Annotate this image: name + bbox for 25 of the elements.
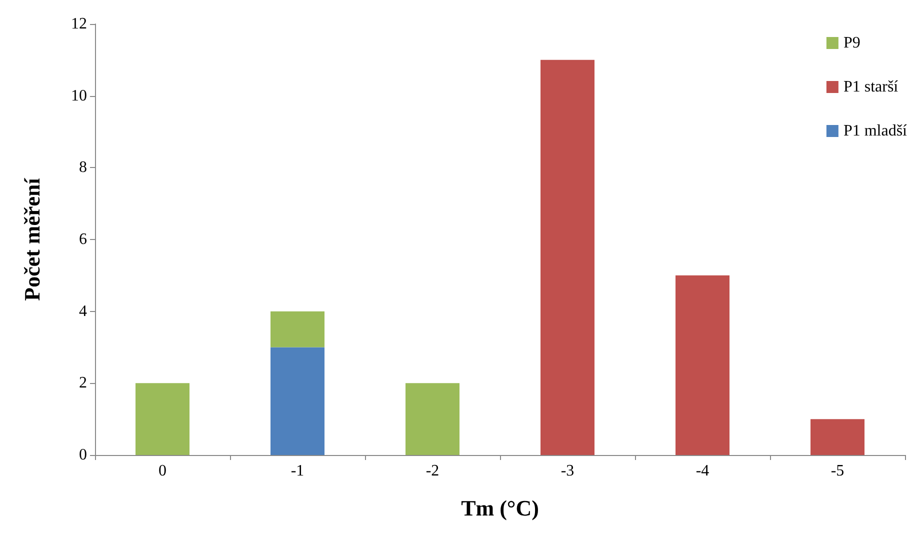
y-axis-title: Počet měření	[20, 177, 44, 301]
x-tick-label: -1	[290, 462, 304, 480]
bar	[406, 383, 460, 455]
x-tick-label: -2	[426, 462, 440, 480]
legend-label: P1 mladší	[843, 122, 908, 140]
bar	[270, 347, 324, 455]
x-tick-label: -4	[696, 462, 710, 480]
y-tick-label: 0	[79, 446, 87, 464]
y-tick-label: 12	[71, 16, 87, 32]
x-tick-label: -5	[830, 462, 844, 480]
bar	[676, 275, 730, 455]
x-axis-title: Tm (°C)	[461, 496, 539, 520]
bar	[270, 311, 324, 348]
bar	[136, 383, 190, 455]
legend-label: P1 starší	[843, 78, 899, 96]
x-tick-label: 0	[158, 462, 166, 480]
y-tick-label: 4	[79, 302, 87, 320]
bar	[810, 419, 864, 455]
y-tick-label: 6	[79, 231, 87, 248]
x-tick-label: -3	[560, 462, 574, 480]
y-tick-label: 2	[79, 374, 87, 392]
bar	[540, 60, 594, 455]
y-tick-label: 8	[79, 159, 87, 176]
y-tick-label: 10	[71, 87, 87, 104]
legend-label: P9	[843, 34, 860, 52]
